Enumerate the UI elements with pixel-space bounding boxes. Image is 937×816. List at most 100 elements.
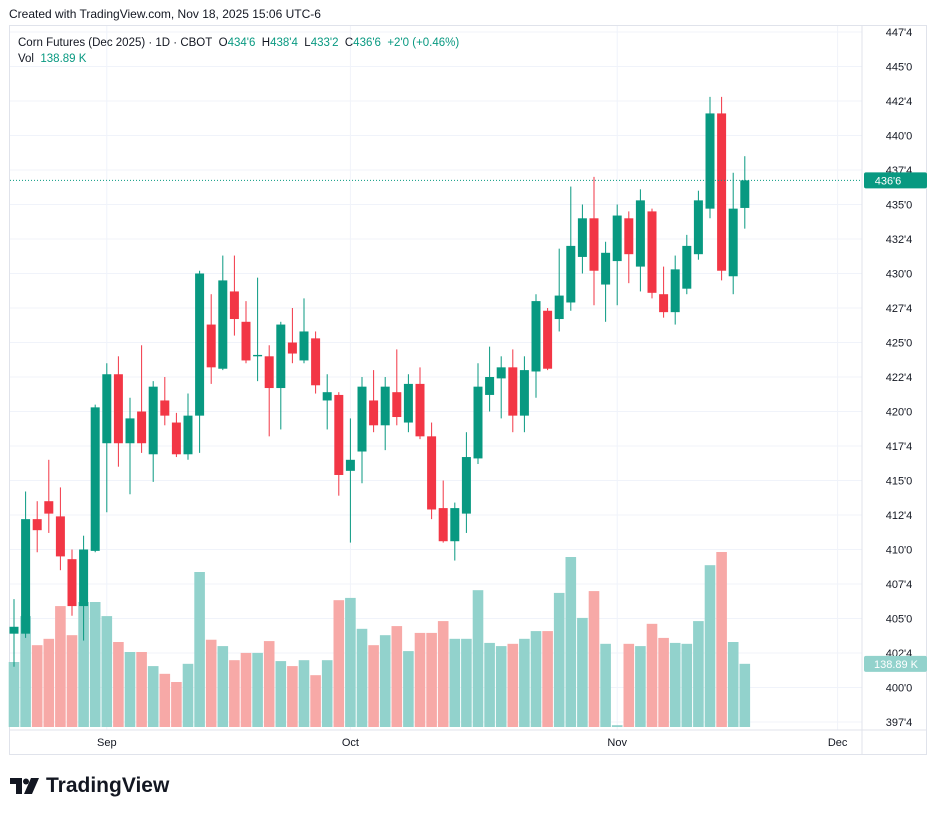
- candle-body[interactable]: [659, 294, 669, 313]
- volume-bar: [426, 632, 437, 727]
- candle-body[interactable]: [717, 113, 727, 271]
- candle-body[interactable]: [624, 218, 634, 255]
- candle-body[interactable]: [113, 374, 123, 444]
- candle-body[interactable]: [531, 301, 541, 372]
- candle-body[interactable]: [612, 215, 622, 262]
- open-label: O: [218, 37, 228, 49]
- candle-body[interactable]: [589, 218, 599, 271]
- candle-body[interactable]: [253, 354, 263, 357]
- open-value: 434'6: [227, 37, 256, 49]
- candle-body[interactable]: [183, 415, 193, 455]
- candle-body[interactable]: [345, 459, 355, 471]
- close-label: C: [344, 37, 354, 49]
- price-tick-label: 435'0: [886, 200, 913, 212]
- symbol-title[interactable]: Corn Futures (Dec 2025) · 1D · CBOT: [18, 37, 213, 49]
- candle-body[interactable]: [148, 386, 158, 455]
- volume-bar: [8, 662, 20, 727]
- volume-bar: [89, 602, 101, 727]
- volume-bar: [310, 675, 321, 727]
- volume-bar: [171, 682, 182, 727]
- candle-body[interactable]: [403, 383, 413, 423]
- candle-body[interactable]: [728, 208, 738, 277]
- price-tick-label: 407'4: [886, 579, 913, 591]
- volume-bar: [298, 660, 310, 727]
- candle-body[interactable]: [21, 519, 31, 634]
- volume-bar: [101, 616, 113, 727]
- low-value: 433'2: [310, 37, 339, 49]
- price-tick-label: 397'4: [886, 717, 913, 729]
- price-tick-label: 440'0: [886, 131, 913, 143]
- candle-body[interactable]: [195, 273, 205, 416]
- candle-body[interactable]: [380, 386, 390, 426]
- candle-body[interactable]: [160, 400, 170, 416]
- candle-body[interactable]: [473, 386, 483, 459]
- candle-body[interactable]: [9, 626, 19, 634]
- candle-body[interactable]: [79, 549, 89, 607]
- candle-body[interactable]: [740, 180, 750, 208]
- volume-label: Vol: [18, 53, 34, 65]
- candle-body[interactable]: [241, 321, 251, 361]
- candle-body[interactable]: [264, 356, 274, 389]
- volume-bar: [600, 643, 611, 727]
- candle-body[interactable]: [577, 218, 587, 257]
- candle-body[interactable]: [44, 501, 54, 514]
- volume-bar: [542, 631, 553, 727]
- candle-body[interactable]: [705, 113, 715, 209]
- candle-body[interactable]: [102, 374, 112, 444]
- price-tick-label: 412'4: [886, 510, 913, 522]
- candle-body[interactable]: [635, 200, 645, 267]
- candle-body[interactable]: [647, 211, 657, 293]
- candle-body[interactable]: [55, 516, 65, 557]
- candle-body[interactable]: [438, 508, 448, 542]
- time-tick-label: Oct: [342, 737, 359, 749]
- candle-body[interactable]: [137, 411, 147, 444]
- candle-body[interactable]: [554, 295, 564, 320]
- candle-body[interactable]: [90, 407, 100, 551]
- candle-body[interactable]: [218, 280, 228, 369]
- volume-bar: [66, 635, 78, 727]
- candle-body[interactable]: [287, 342, 297, 354]
- candle-body[interactable]: [125, 418, 135, 444]
- time-tick-label: Nov: [607, 737, 627, 749]
- candle-body[interactable]: [601, 252, 611, 285]
- candle-body[interactable]: [322, 392, 332, 401]
- candle-body[interactable]: [415, 383, 425, 437]
- candle-body[interactable]: [334, 394, 344, 475]
- candle-body[interactable]: [566, 245, 576, 303]
- volume-bar: [414, 632, 426, 727]
- candle-body[interactable]: [450, 508, 460, 542]
- volume-bar: [229, 660, 240, 727]
- volume-bar: [623, 643, 635, 727]
- time-tick-label: Dec: [828, 737, 848, 749]
- candle-body[interactable]: [369, 400, 379, 426]
- candle-body[interactable]: [543, 310, 553, 369]
- price-tick-label: 420'0: [886, 407, 913, 419]
- price-tick-label: 425'0: [886, 338, 913, 350]
- candle-body[interactable]: [496, 367, 506, 379]
- candle-body[interactable]: [670, 269, 680, 313]
- candle-body[interactable]: [276, 324, 286, 389]
- candle-body[interactable]: [206, 324, 216, 368]
- candle-body[interactable]: [67, 559, 77, 607]
- candle-body[interactable]: [519, 370, 529, 416]
- candle-body[interactable]: [32, 519, 42, 531]
- candle-body[interactable]: [427, 436, 437, 510]
- candle-body[interactable]: [485, 377, 495, 395]
- candle-body[interactable]: [229, 291, 239, 320]
- candlestick-chart[interactable]: 447'4445'0442'4440'0437'4435'0432'4430'0…: [0, 0, 937, 760]
- candle-body[interactable]: [299, 331, 309, 361]
- time-tick-label: Sep: [97, 737, 117, 749]
- tradingview-logo[interactable]: TradingView: [10, 774, 169, 798]
- candle-body[interactable]: [311, 338, 321, 386]
- volume-bar: [681, 643, 693, 727]
- volume-bar: [519, 638, 530, 727]
- volume-bar: [391, 626, 403, 727]
- candle-body[interactable]: [392, 392, 402, 418]
- candle-body[interactable]: [682, 245, 692, 289]
- candle-body[interactable]: [693, 200, 703, 255]
- candle-body[interactable]: [357, 386, 367, 452]
- volume-bar: [240, 652, 252, 727]
- candle-body[interactable]: [508, 367, 518, 416]
- candle-body[interactable]: [461, 457, 471, 514]
- candle-body[interactable]: [171, 422, 181, 455]
